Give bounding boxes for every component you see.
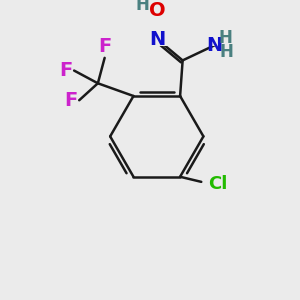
Text: N: N xyxy=(207,36,223,55)
Text: Cl: Cl xyxy=(208,175,227,193)
Text: N: N xyxy=(149,30,165,49)
Text: F: F xyxy=(64,91,77,110)
Text: H: H xyxy=(219,29,233,47)
Text: H: H xyxy=(136,0,150,14)
Text: F: F xyxy=(59,61,72,80)
Text: F: F xyxy=(98,37,111,56)
Text: O: O xyxy=(149,1,166,20)
Text: H: H xyxy=(220,43,234,61)
